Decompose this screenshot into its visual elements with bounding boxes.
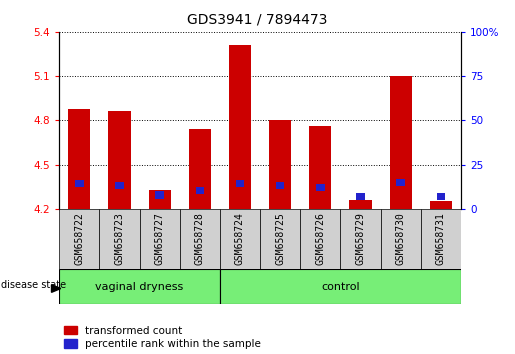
Bar (115, 182, 124, 189)
Bar (196, 187, 204, 194)
Text: GSM658728: GSM658728 (195, 212, 205, 266)
Bar (156, 191, 164, 199)
Bar (99, 209, 140, 269)
Bar (276, 182, 284, 189)
Bar (68, 109, 90, 209)
Text: GSM658725: GSM658725 (275, 212, 285, 266)
Bar (397, 179, 405, 186)
Bar (390, 76, 411, 209)
Bar (149, 190, 170, 209)
Bar (109, 111, 130, 209)
Bar (310, 126, 331, 209)
Bar (236, 180, 244, 188)
Bar (59, 209, 99, 269)
Text: GSM658730: GSM658730 (396, 212, 406, 266)
Text: vaginal dryness: vaginal dryness (95, 282, 184, 292)
Bar (140, 209, 180, 269)
Bar (59, 269, 220, 304)
Text: GSM658723: GSM658723 (114, 212, 125, 266)
Text: GSM658722: GSM658722 (74, 212, 84, 266)
Bar (356, 193, 365, 200)
Bar (229, 45, 251, 209)
Text: disease state: disease state (1, 280, 66, 290)
Text: control: control (321, 282, 359, 292)
Polygon shape (52, 285, 61, 292)
Bar (437, 193, 445, 200)
Legend: transformed count, percentile rank within the sample: transformed count, percentile rank withi… (64, 326, 261, 349)
Bar (381, 209, 421, 269)
Text: GSM658727: GSM658727 (154, 212, 165, 266)
Text: GSM658729: GSM658729 (355, 212, 366, 266)
Text: GSM658724: GSM658724 (235, 212, 245, 266)
Bar (340, 209, 381, 269)
Bar (269, 120, 291, 209)
Bar (421, 209, 461, 269)
Text: GSM658731: GSM658731 (436, 212, 446, 266)
Bar (220, 269, 461, 304)
Bar (430, 201, 452, 209)
Text: GDS3941 / 7894473: GDS3941 / 7894473 (187, 12, 328, 27)
Bar (220, 209, 260, 269)
Bar (316, 184, 324, 191)
Bar (260, 209, 300, 269)
Bar (189, 129, 211, 209)
Text: GSM658726: GSM658726 (315, 212, 325, 266)
Bar (180, 209, 220, 269)
Bar (300, 209, 340, 269)
Bar (75, 180, 83, 188)
Bar (350, 200, 371, 209)
